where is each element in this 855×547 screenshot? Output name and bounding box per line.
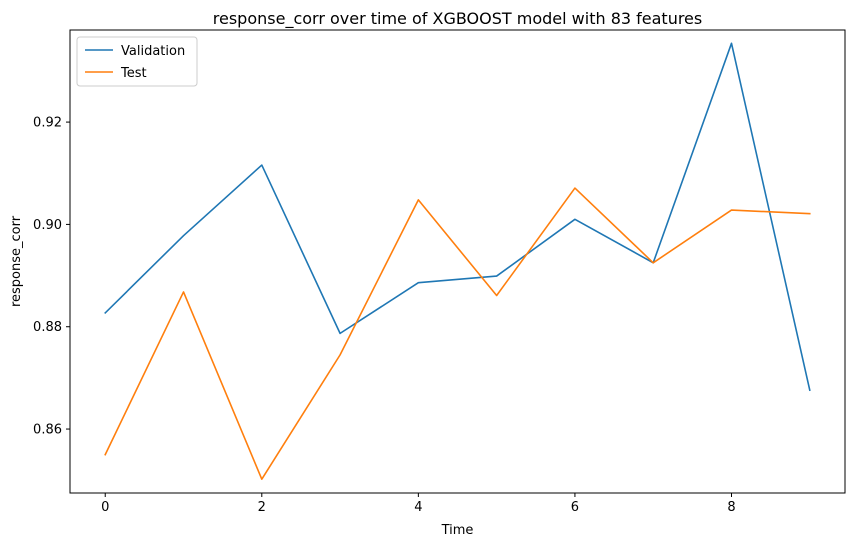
series-line-validation [104, 42, 811, 392]
x-tick-label: 4 [414, 500, 422, 515]
chart-title: response_corr over time of XGBOOST model… [213, 9, 702, 29]
plot-frame [69, 29, 846, 494]
x-axis: 0 2 4 6 8 [101, 493, 736, 515]
y-axis: 0.86 0.88 0.90 0.92 [33, 116, 70, 438]
x-tick-label: 8 [727, 500, 735, 515]
y-tick-label: 0.86 [33, 423, 62, 438]
x-tick-label: 0 [101, 500, 109, 515]
y-tick-label: 0.92 [33, 116, 62, 131]
y-tick-label: 0.88 [33, 320, 62, 335]
y-axis-label: response_corr [9, 215, 24, 307]
legend-label-test: Test [120, 66, 147, 81]
legend: Validation Test [76, 36, 198, 87]
series-lines [104, 42, 811, 480]
x-tick-label: 2 [258, 500, 266, 515]
plot-area [69, 29, 846, 494]
series-line-test [104, 187, 811, 480]
x-tick-label: 6 [571, 500, 579, 515]
x-axis-label: Time [441, 523, 474, 538]
y-tick-label: 0.90 [33, 218, 62, 233]
legend-label-validation: Validation [121, 44, 185, 59]
